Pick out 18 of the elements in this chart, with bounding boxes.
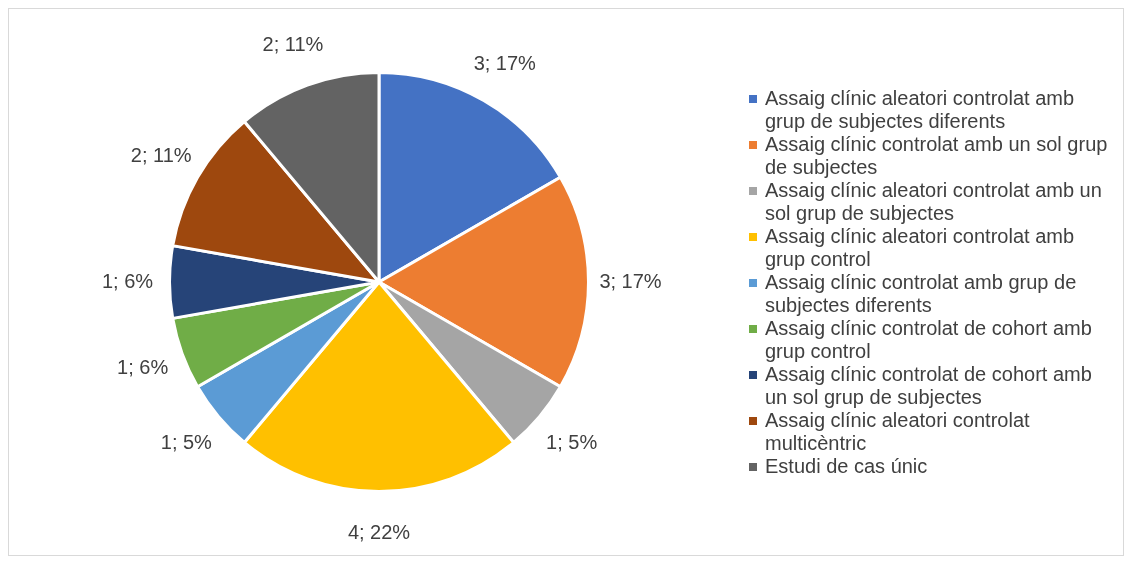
legend-label: Assaig clínic controlat amb un sol grup de subjectes [765, 132, 1109, 179]
data-label: 1; 6% [101, 269, 154, 292]
legend-label: Assaig clínic controlat de cohort amb un sol grup de subjectes [765, 362, 1093, 409]
data-label: 1; 5% [160, 431, 213, 454]
data-label: 1; 5% [546, 431, 598, 454]
data-label: 2; 11% [262, 33, 324, 56]
legend-label: Assaig clínic aleatori controlat amb grup control [765, 224, 1076, 271]
data-label: 2; 11% [130, 143, 192, 166]
legend-label: Assaig clínic aleatori controlat amb un sol grup de subjectes [765, 178, 1103, 225]
data-label: 3; 17% [473, 51, 537, 74]
data-label: 1; 6% [117, 355, 169, 378]
legend-label: Assaig clínic aleatori controlat multicèntric [765, 408, 1031, 455]
data-label: 3; 17% [599, 269, 662, 292]
legend-label: Assaig clínic controlat de cohort amb grup control [765, 316, 1093, 363]
legend-label: Assaig clínic aleatori controlat amb grup de subjectes diferents [765, 86, 1076, 133]
legend-label: Assaig clínic controlat amb grup de subjectes diferents [765, 270, 1078, 317]
data-label: 4; 22% [347, 521, 411, 544]
legend-label: Estudi de cas únic [765, 454, 928, 478]
